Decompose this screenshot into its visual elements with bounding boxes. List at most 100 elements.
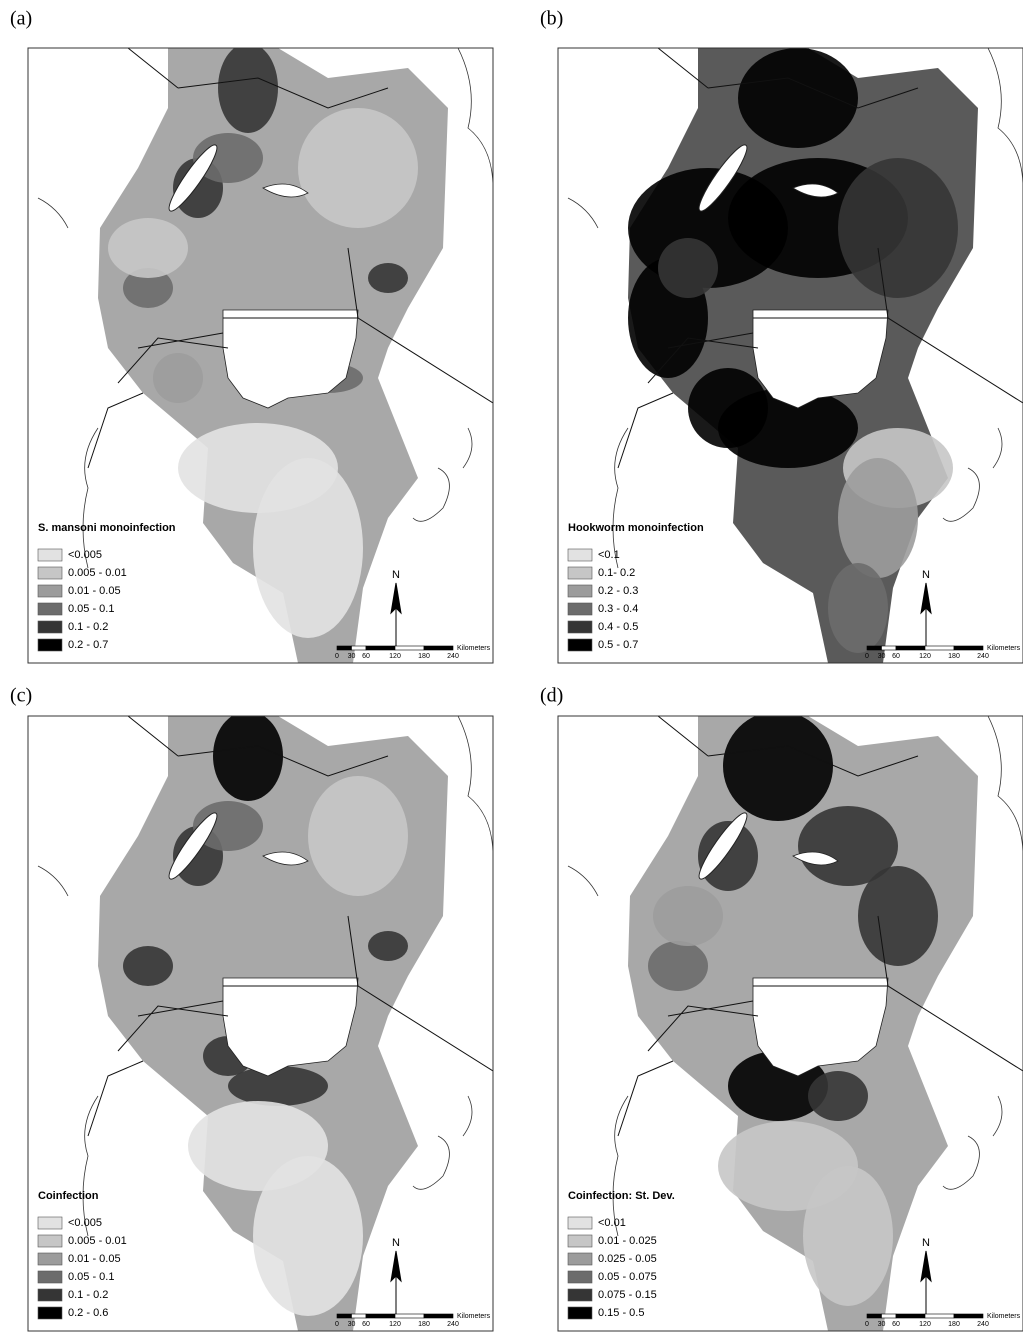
prevalence-patch <box>108 218 188 278</box>
legend-swatch <box>38 549 62 561</box>
scale-unit: Kilometers <box>457 645 491 652</box>
panel-label: (b) <box>540 8 563 30</box>
prevalence-patch <box>658 238 718 298</box>
scale-tick-label: 30 <box>348 1321 356 1328</box>
legend-item: 0.075 - 0.15 <box>598 1289 657 1301</box>
legend-title: Hookworm monoinfection <box>568 522 704 534</box>
prevalence-patch <box>828 563 888 653</box>
legend-item: 0.01 - 0.025 <box>598 1235 657 1247</box>
map-panel: Coinfection: St. Dev. <0.01 0.01 - 0.025 0.… <box>558 711 1023 1331</box>
scale-segment <box>882 1314 897 1318</box>
legend-item: <0.01 <box>598 1217 626 1229</box>
legend-swatch <box>38 585 62 597</box>
scale-segment <box>395 646 424 650</box>
map-panel: Hookworm monoinfection<0.10.1- 0.20.2 - … <box>558 48 1023 663</box>
scale-segment <box>366 1314 395 1318</box>
scale-tick-label: 120 <box>919 653 931 660</box>
legend-swatch <box>568 603 592 615</box>
legend-swatch <box>38 567 62 579</box>
prevalence-patch <box>253 1156 363 1316</box>
panel-label: (a) <box>10 8 32 30</box>
scale-tick-label: 60 <box>362 1321 370 1328</box>
legend-item: 0.05 - 0.1 <box>68 1271 114 1283</box>
legend-swatch <box>38 1235 62 1247</box>
legend-swatch <box>38 603 62 615</box>
scale-tick-label: 0 <box>865 1321 869 1328</box>
prevalence-patch <box>213 711 283 801</box>
scale-tick-label: 120 <box>919 1321 931 1328</box>
scale-segment <box>395 1314 424 1318</box>
prevalence-patch <box>368 931 408 961</box>
legend-swatch <box>568 567 592 579</box>
scale-tick-label: 60 <box>892 653 900 660</box>
legend-item: 0.5 - 0.7 <box>598 639 638 651</box>
prevalence-patch <box>838 458 918 578</box>
prevalence-patch <box>838 158 958 298</box>
legend-title: S. mansoni monoinfection <box>38 522 176 534</box>
scale-tick-label: 180 <box>948 653 960 660</box>
legend-title: Coinfection: St. Dev. <box>568 1190 675 1202</box>
legend-swatch <box>38 1253 62 1265</box>
prevalence-patch <box>123 946 173 986</box>
scale-segment <box>424 1314 453 1318</box>
legend-swatch <box>38 1289 62 1301</box>
prevalence-patch <box>153 353 203 403</box>
figure: (a)S. mansoni monoinfection<0.0050.005 -… <box>0 0 1023 1336</box>
scale-tick-label: 120 <box>389 1321 401 1328</box>
legend-swatch <box>568 1289 592 1301</box>
north-label: N <box>922 1237 930 1249</box>
legend-item: 0.3 - 0.4 <box>598 603 638 615</box>
map-panel: Coinfection<0.0050.005 - 0.010.01 - 0.05… <box>28 711 493 1331</box>
legend-item: <0.1 <box>598 549 620 561</box>
scale-segment <box>925 1314 954 1318</box>
panel-label: (c) <box>10 685 32 707</box>
scale-tick-label: 30 <box>878 1321 886 1328</box>
panel-label: (d) <box>540 685 563 707</box>
legend-swatch <box>568 1271 592 1283</box>
legend-item: 0.2 - 0.3 <box>598 585 638 597</box>
legend-item: 0.05 - 0.075 <box>598 1271 657 1283</box>
legend-swatch <box>568 1235 592 1247</box>
scale-segment <box>352 1314 367 1318</box>
scale-segment <box>337 646 352 650</box>
legend-swatch <box>568 639 592 651</box>
legend-swatch <box>568 549 592 561</box>
prevalence-patch <box>298 108 418 228</box>
scale-segment <box>954 1314 983 1318</box>
scale-tick-label: 60 <box>362 653 370 660</box>
legend-swatch <box>568 1253 592 1265</box>
legend-item: <0.005 <box>68 549 102 561</box>
legend-item: 0.15 - 0.5 <box>598 1307 644 1319</box>
legend-item: 0.1 - 0.2 <box>68 1289 108 1301</box>
legend-item: 0.2 - 0.7 <box>68 639 108 651</box>
scale-tick-label: 240 <box>977 1321 989 1328</box>
scale-tick-label: 180 <box>418 653 430 660</box>
legend-swatch <box>568 1217 592 1229</box>
prevalence-patch <box>648 941 708 991</box>
scale-segment <box>867 1314 882 1318</box>
prevalence-patch <box>253 458 363 638</box>
scale-unit: Kilometers <box>987 1313 1021 1320</box>
scale-tick-label: 120 <box>389 653 401 660</box>
scale-segment <box>954 646 983 650</box>
legend-swatch <box>568 621 592 633</box>
prevalence-patch <box>808 1071 868 1121</box>
legend-swatch <box>38 1217 62 1229</box>
scale-tick-label: 0 <box>865 653 869 660</box>
prevalence-patch <box>858 866 938 966</box>
legend-item: 0.4 - 0.5 <box>598 621 638 633</box>
scale-segment <box>867 646 882 650</box>
prevalence-patch <box>653 886 723 946</box>
prevalence-patch <box>368 263 408 293</box>
scale-tick-label: 180 <box>418 1321 430 1328</box>
scale-segment <box>925 646 954 650</box>
scale-tick-label: 240 <box>977 653 989 660</box>
prevalence-patch <box>803 1166 893 1306</box>
legend-swatch <box>568 585 592 597</box>
legend-item: <0.005 <box>68 1217 102 1229</box>
scale-segment <box>337 1314 352 1318</box>
prevalence-patch <box>738 48 858 148</box>
scale-segment <box>424 646 453 650</box>
legend-swatch <box>38 1271 62 1283</box>
